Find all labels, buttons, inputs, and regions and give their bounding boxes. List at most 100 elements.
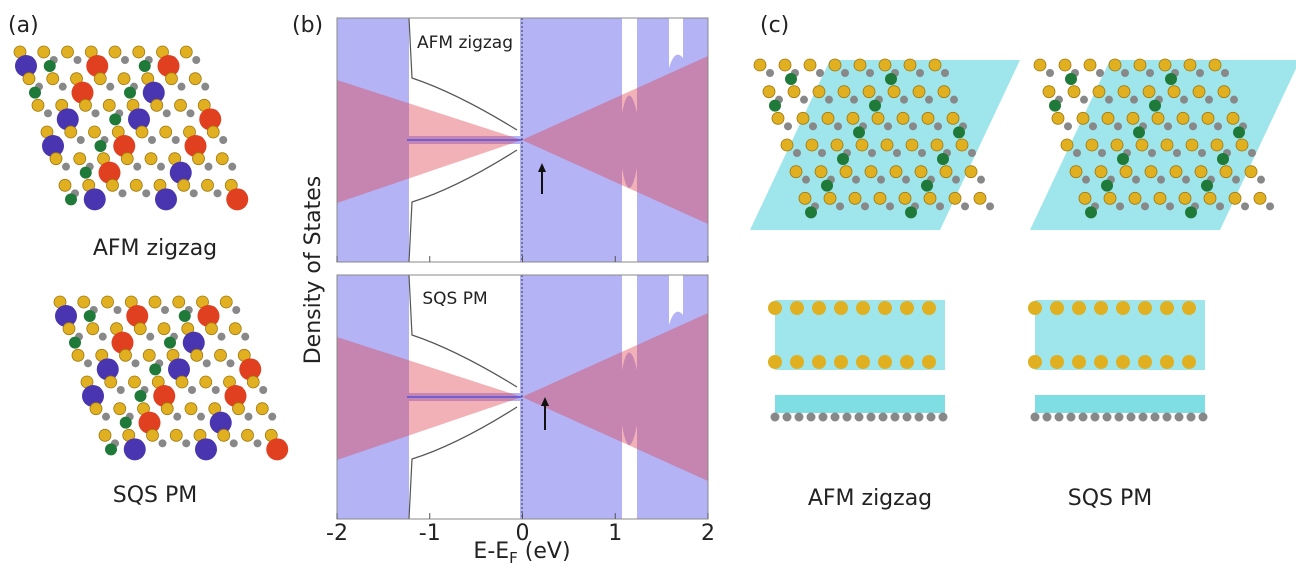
atom [63, 323, 75, 335]
atom [1220, 166, 1232, 178]
atom [207, 126, 219, 138]
atom [1111, 139, 1123, 151]
figure-canvas: (a) AFM zigzag SQS PM (b) AFM zigzag SQS… [0, 0, 1296, 571]
atom [929, 59, 941, 71]
x-label-part: E-E [473, 539, 509, 564]
atom [965, 166, 977, 178]
atom [922, 112, 934, 124]
atom [178, 83, 186, 91]
atom [1070, 166, 1082, 178]
atom [924, 192, 936, 204]
atom [119, 189, 127, 197]
atom [1205, 96, 1213, 104]
atom [772, 112, 784, 124]
atom [220, 296, 232, 308]
atom [109, 46, 121, 58]
atom [1164, 122, 1172, 130]
atom [136, 126, 148, 138]
atom [784, 122, 792, 130]
atom [1236, 139, 1248, 151]
atom [937, 153, 949, 165]
atom [187, 109, 195, 117]
atom [1093, 86, 1105, 98]
atom [905, 206, 917, 218]
panel-label: (a) [8, 13, 39, 38]
atom [1072, 355, 1086, 369]
atom [227, 359, 235, 367]
atom [65, 126, 77, 138]
atom [855, 413, 864, 422]
atom [838, 86, 850, 98]
y-axis-label: Density of States [301, 176, 326, 365]
atom [815, 166, 827, 178]
atom [941, 69, 949, 77]
atom [1193, 86, 1205, 98]
atom [922, 355, 936, 369]
atom [218, 333, 226, 341]
atom [1109, 59, 1121, 71]
atom [29, 87, 41, 99]
atom [1050, 301, 1064, 315]
atom [1077, 112, 1089, 124]
atom [1114, 122, 1122, 130]
atom [939, 413, 948, 422]
atom [1080, 96, 1088, 104]
atom [200, 376, 212, 388]
atom [1094, 301, 1108, 315]
atom [1159, 59, 1171, 71]
atom [132, 359, 140, 367]
atom [834, 355, 848, 369]
atom [874, 192, 886, 204]
atom [790, 166, 802, 178]
atom [1089, 122, 1097, 130]
atom [869, 100, 881, 112]
atom [813, 86, 825, 98]
atom [1116, 301, 1130, 315]
atom [173, 413, 181, 421]
atom [853, 126, 865, 138]
atom [78, 296, 90, 308]
atom [854, 59, 866, 71]
atom [927, 413, 936, 422]
atom [891, 413, 900, 422]
atom [812, 355, 826, 369]
atom [1254, 192, 1266, 204]
atom [781, 139, 793, 151]
atom [1120, 166, 1132, 178]
atom [885, 73, 897, 85]
atom [779, 59, 791, 71]
atom [145, 153, 157, 165]
atom [825, 96, 833, 104]
atom [850, 96, 858, 104]
atom [936, 202, 944, 210]
atom [852, 176, 860, 184]
atom [754, 59, 766, 71]
atom [1091, 413, 1100, 422]
atom [1145, 166, 1157, 178]
atom [1121, 69, 1129, 77]
atom [32, 99, 44, 111]
atom [879, 59, 891, 71]
atom [84, 359, 92, 367]
atom [202, 179, 214, 191]
atom [1059, 59, 1071, 71]
caption: AFM zigzag [93, 236, 217, 261]
atom [769, 100, 781, 112]
atom [1064, 122, 1072, 130]
atom [913, 86, 925, 98]
atom [1116, 355, 1130, 369]
atom [242, 429, 254, 441]
atom [149, 363, 161, 375]
atom [1046, 69, 1054, 77]
atom [805, 206, 817, 218]
atom [1154, 192, 1166, 204]
atom [1218, 86, 1230, 98]
atom [1138, 355, 1152, 369]
atom [1216, 202, 1224, 210]
atom [149, 296, 161, 308]
atom [900, 355, 914, 369]
atom [1129, 192, 1141, 204]
atom [834, 301, 848, 315]
atom [77, 136, 85, 144]
atom [956, 139, 968, 151]
